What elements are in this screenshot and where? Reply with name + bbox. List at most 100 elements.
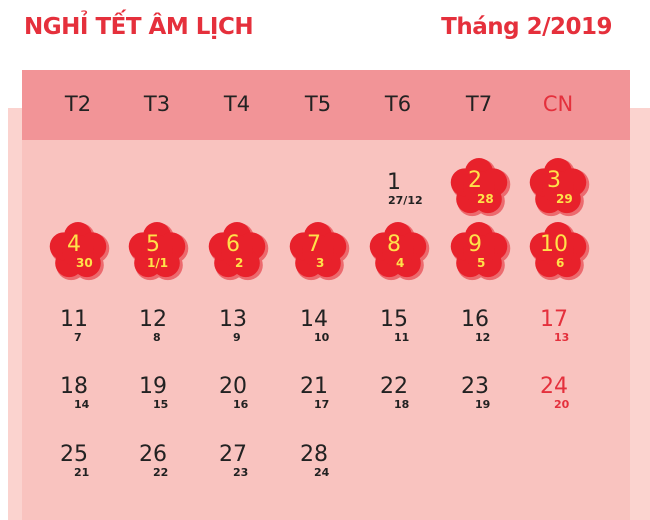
flower-icon [529, 222, 590, 281]
flower-icon [450, 158, 511, 217]
lunar-date: 3 [316, 256, 325, 270]
solar-date: 11 [60, 307, 88, 332]
solar-date: 17 [540, 307, 568, 332]
solar-date: 8 [387, 232, 401, 257]
lunar-date: 14 [74, 398, 90, 411]
weekday-header: T2 T3 T4 T5 T6 T7 CN [22, 70, 630, 140]
solar-date: 6 [226, 232, 240, 257]
day-cell: 21 17 [280, 360, 356, 424]
lunar-date: 9 [233, 331, 241, 344]
weekday-t6: T6 [384, 92, 412, 116]
flower-icon [49, 222, 110, 281]
day-cell: 15 11 [360, 293, 436, 357]
solar-date: 22 [380, 374, 408, 399]
solar-date: 1 [387, 170, 401, 195]
holiday-day-cell: 2 28 [441, 156, 517, 220]
flower-icon [529, 158, 590, 217]
day-cell: 24 20 [520, 360, 596, 424]
lunar-date: 16 [233, 398, 249, 411]
day-cell: 11 7 [40, 293, 116, 357]
solar-date: 5 [146, 232, 160, 257]
solar-date: 20 [219, 374, 247, 399]
day-cell: 18 14 [40, 360, 116, 424]
day-cell: 14 10 [280, 293, 356, 357]
day-cell: 13 9 [199, 293, 275, 357]
lunar-date: 30 [76, 256, 93, 270]
lunar-date: 7 [74, 331, 82, 344]
solar-date: 14 [300, 307, 328, 332]
solar-date: 12 [139, 307, 167, 332]
solar-date: 23 [461, 374, 489, 399]
solar-date: 28 [300, 442, 328, 467]
holiday-day-cell: 3 29 [520, 156, 596, 220]
holiday-day-cell: 5 1/1 [119, 220, 195, 284]
solar-date: 10 [540, 232, 568, 257]
lunar-date: 23 [233, 466, 249, 479]
day-cell: 16 12 [441, 293, 517, 357]
lunar-date: 13 [554, 331, 570, 344]
lunar-date: 1/1 [147, 256, 169, 270]
day-cell: 12 8 [119, 293, 195, 357]
solar-date: 3 [547, 168, 561, 193]
day-cell: 20 16 [199, 360, 275, 424]
holiday-day-cell: 10 6 [520, 220, 596, 284]
flower-icon [369, 222, 430, 281]
day-cell: 17 13 [520, 293, 596, 357]
lunar-date: 27/12 [388, 194, 423, 207]
solar-date: 18 [60, 374, 88, 399]
solar-date: 26 [139, 442, 167, 467]
day-cell: 27 23 [199, 428, 275, 492]
solar-date: 16 [461, 307, 489, 332]
lunar-date: 8 [153, 331, 161, 344]
month-label: Tháng 2/2019 [441, 14, 612, 40]
day-cell: 23 19 [441, 360, 517, 424]
day-cell: 19 15 [119, 360, 195, 424]
flower-icon [208, 222, 269, 281]
lunar-date: 12 [475, 331, 491, 344]
day-cell: 25 21 [40, 428, 116, 492]
lunar-date: 4 [396, 256, 405, 270]
weekday-t7: T7 [465, 92, 493, 116]
lunar-date: 10 [314, 331, 330, 344]
holiday-day-cell: 4 30 [40, 220, 116, 284]
flower-icon [289, 222, 350, 281]
title: NGHỈ TẾT ÂM LỊCH [24, 14, 254, 40]
solar-date: 15 [380, 307, 408, 332]
lunar-date: 21 [74, 466, 90, 479]
lunar-date: 17 [314, 398, 330, 411]
lunar-date: 24 [314, 466, 330, 479]
weekday-t3: T3 [143, 92, 171, 116]
weekday-t2: T2 [64, 92, 92, 116]
solar-date: 25 [60, 442, 88, 467]
calendar-grid [22, 138, 630, 520]
solar-date: 21 [300, 374, 328, 399]
lunar-date: 15 [153, 398, 169, 411]
weekday-cn: CN [542, 92, 574, 116]
lunar-date: 19 [475, 398, 491, 411]
flower-icon [128, 222, 189, 281]
weekday-t5: T5 [304, 92, 332, 116]
day-cell: 1 27/12 [360, 156, 436, 220]
lunar-date: 11 [394, 331, 410, 344]
day-cell: 26 22 [119, 428, 195, 492]
solar-date: 13 [219, 307, 247, 332]
flower-icon [450, 222, 511, 281]
lunar-date: 5 [477, 256, 486, 270]
lunar-date: 18 [394, 398, 410, 411]
solar-date: 4 [67, 232, 81, 257]
solar-date: 2 [468, 168, 482, 193]
weekday-t4: T4 [223, 92, 251, 116]
solar-date: 19 [139, 374, 167, 399]
solar-date: 7 [307, 232, 321, 257]
lunar-date: 2 [235, 256, 244, 270]
lunar-date: 22 [153, 466, 169, 479]
day-cell: 22 18 [360, 360, 436, 424]
lunar-date: 28 [477, 192, 494, 206]
lunar-date: 20 [554, 398, 570, 411]
solar-date: 27 [219, 442, 247, 467]
day-cell: 28 24 [280, 428, 356, 492]
